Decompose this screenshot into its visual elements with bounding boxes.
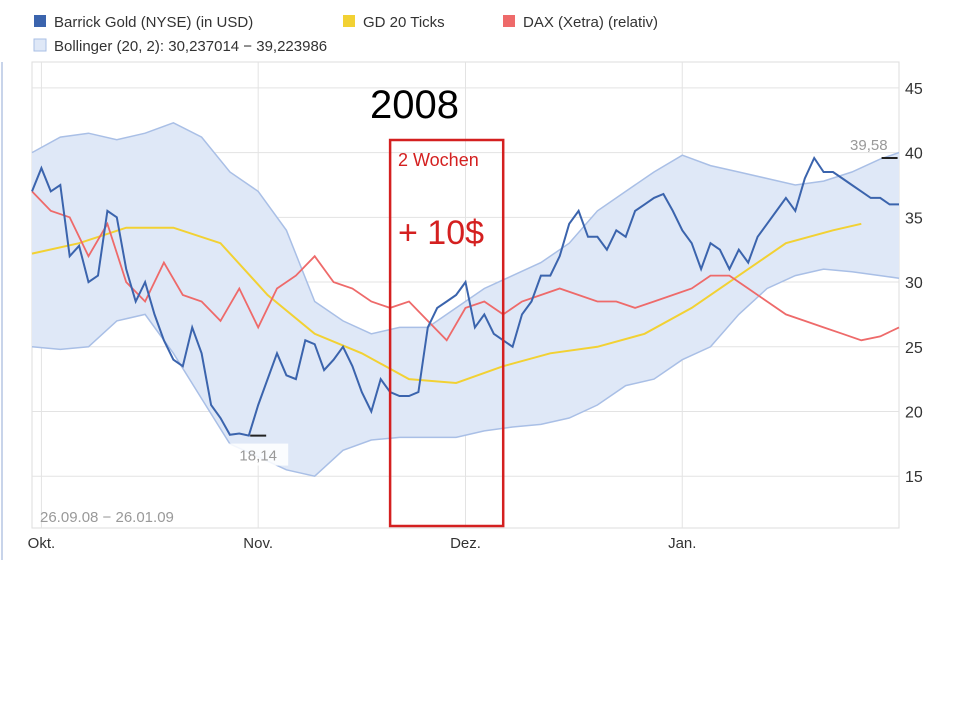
- x-axis-ticks: Okt. Nov. Dez. Jan.: [28, 535, 697, 552]
- y-tick-label: 25: [905, 340, 923, 357]
- legend: Barrick Gold (NYSE) (in USD) GD 20 Ticks…: [33, 14, 658, 55]
- highlight-box: [388, 138, 505, 528]
- dax-line: [31, 190, 900, 342]
- legend-swatch-barrick: [34, 15, 46, 27]
- legend-barrick: Barrick Gold (NYSE) (in USD): [54, 14, 253, 31]
- legend-dax: DAX (Xetra) (relativ): [523, 14, 658, 31]
- high-label: 39,58: [850, 137, 888, 154]
- extreme-markers: 18,14 39,58: [228, 137, 898, 466]
- barrick-line: [31, 155, 899, 437]
- y-tick-label: 40: [905, 146, 923, 163]
- y-axis-ticks: 15 20 25 30 35 40 45: [905, 81, 923, 486]
- x-tick-label: Nov.: [243, 535, 273, 552]
- x-tick-label: Dez.: [450, 535, 481, 552]
- bollinger-lower-line: [31, 268, 900, 478]
- bollinger-band-area: [32, 122, 899, 477]
- x-tick-label: Jan.: [668, 535, 696, 552]
- legend-swatch-dax: [503, 15, 515, 27]
- low-label-bg: [228, 443, 289, 466]
- legend-swatch-gd20: [343, 15, 355, 27]
- series-lines: [31, 155, 900, 437]
- legend-gd20: GD 20 Ticks: [363, 14, 445, 31]
- low-label: 18,14: [239, 448, 277, 465]
- x-tick-label: Okt.: [28, 535, 56, 552]
- legend-swatch-bollinger: [33, 38, 47, 52]
- y-tick-label: 20: [905, 405, 923, 422]
- y-tick-label: 35: [905, 210, 923, 227]
- legend-bollinger: Bollinger (20, 2): 30,237014 − 39,223986: [54, 38, 327, 55]
- weeks-label: 2 Wochen: [398, 150, 479, 170]
- bollinger-band: [31, 121, 900, 478]
- gd20-line: [31, 222, 862, 385]
- year-label: 2008: [370, 83, 459, 127]
- date-range-label: 26.09.08 − 26.01.09: [40, 509, 174, 526]
- gain-label: + 10$: [398, 214, 484, 252]
- bollinger-upper-line: [31, 121, 900, 335]
- y-tick-label: 30: [905, 275, 923, 292]
- y-tick-label: 15: [905, 469, 923, 486]
- y-tick-label: 45: [905, 81, 923, 98]
